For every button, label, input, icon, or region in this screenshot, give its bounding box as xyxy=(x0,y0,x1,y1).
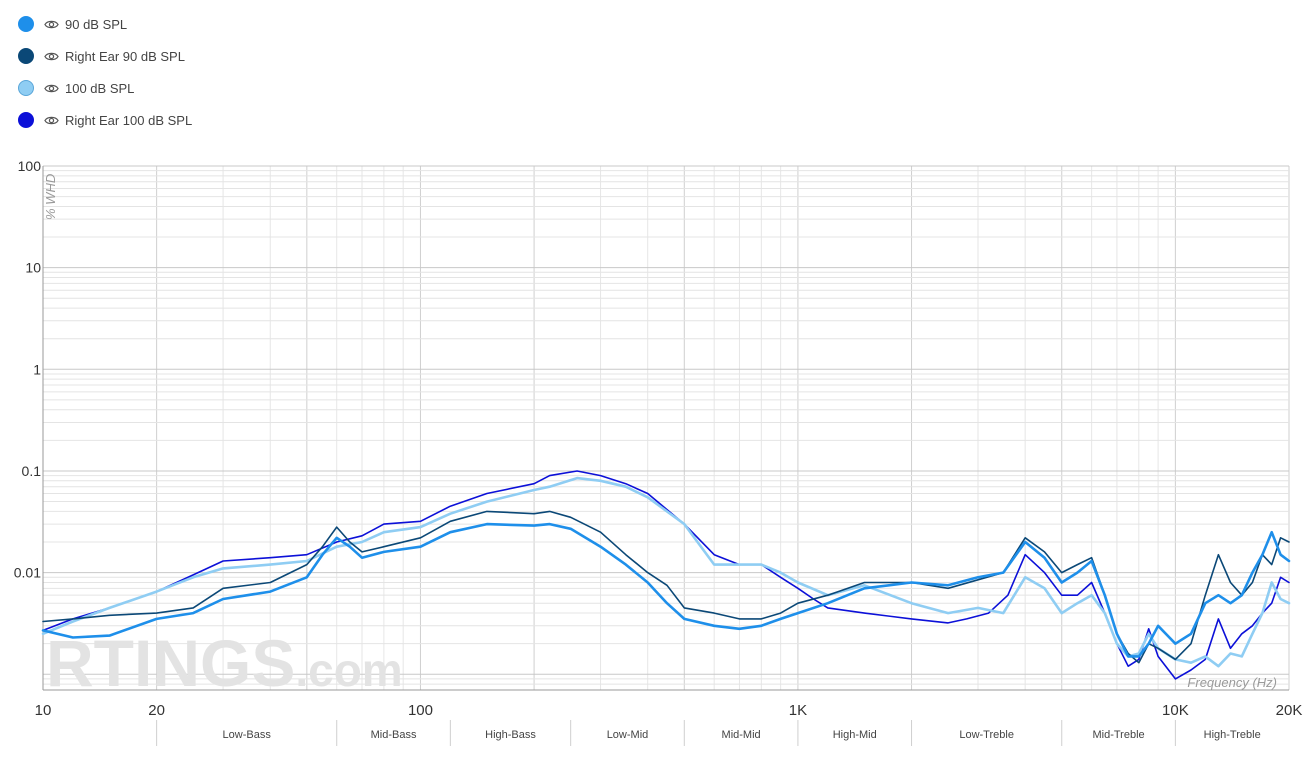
eye-icon[interactable] xyxy=(44,17,59,32)
legend-swatch xyxy=(18,16,34,32)
frequency-bands: Low-Bass Mid-Bass High-Bass Low-Mid Mid-Mid H… xyxy=(156,720,1261,746)
legend: 90 dB SPL Right Ear 90 dB SPL 100 dB SPL… xyxy=(18,8,192,136)
band-label: Low-Mid xyxy=(607,729,649,741)
x-axis-ticks: 10 20 100 1K 10K 20K xyxy=(35,702,1303,719)
legend-swatch xyxy=(18,112,34,128)
eye-icon[interactable] xyxy=(44,49,59,64)
band-label: High-Bass xyxy=(485,729,536,741)
series-line xyxy=(42,510,1290,664)
band-label: Mid-Mid xyxy=(722,729,761,741)
legend-swatch xyxy=(18,80,34,96)
x-axis-title: Frequency (Hz) xyxy=(1187,675,1277,690)
y-axis-title: % WHD xyxy=(43,174,58,220)
watermark-suffix: .com xyxy=(295,644,402,696)
x-tick-label: 20K xyxy=(1276,702,1303,719)
eye-icon[interactable] xyxy=(44,81,59,96)
y-tick-label: 10 xyxy=(25,260,41,276)
y-tick-label: 1 xyxy=(33,361,41,377)
series-line xyxy=(41,476,1291,668)
legend-item-right-ear-100db[interactable]: Right Ear 100 dB SPL xyxy=(18,104,192,136)
y-axis-ticks: 100 10 1 0.1 0.01 xyxy=(14,158,41,581)
watermark-brand: RTINGS xyxy=(46,626,295,700)
band-label: High-Mid xyxy=(833,729,877,741)
series-line xyxy=(41,522,1291,658)
watermark: RTINGS.com xyxy=(46,626,403,700)
series-line xyxy=(42,470,1290,680)
legend-label: 100 dB SPL xyxy=(65,80,135,96)
legend-label: Right Ear 100 dB SPL xyxy=(65,112,193,128)
band-label: Mid-Bass xyxy=(371,729,417,741)
series-lines xyxy=(41,470,1291,680)
eye-icon[interactable] xyxy=(44,113,59,128)
x-tick-label: 1K xyxy=(789,702,807,719)
y-tick-label: 100 xyxy=(18,158,42,174)
y-tick-label: 0.01 xyxy=(14,565,41,581)
band-label: High-Treble xyxy=(1204,729,1261,741)
legend-swatch xyxy=(18,48,34,64)
legend-label: Right Ear 90 dB SPL xyxy=(65,48,185,64)
grid xyxy=(42,165,1290,691)
y-tick-label: 0.1 xyxy=(22,463,42,479)
band-label: Mid-Treble xyxy=(1092,729,1144,741)
legend-label: 90 dB SPL xyxy=(65,16,128,32)
x-tick-label: 10K xyxy=(1162,702,1189,719)
band-label: Low-Treble xyxy=(959,729,1014,741)
legend-item-100db[interactable]: 100 dB SPL xyxy=(18,72,192,104)
legend-item-90db[interactable]: 90 dB SPL xyxy=(18,8,192,40)
x-tick-label: 20 xyxy=(148,702,165,719)
legend-item-right-ear-90db[interactable]: Right Ear 90 dB SPL xyxy=(18,40,192,72)
x-tick-label: 100 xyxy=(408,702,433,719)
x-tick-label: 10 xyxy=(35,702,52,719)
band-label: Low-Bass xyxy=(223,729,272,741)
